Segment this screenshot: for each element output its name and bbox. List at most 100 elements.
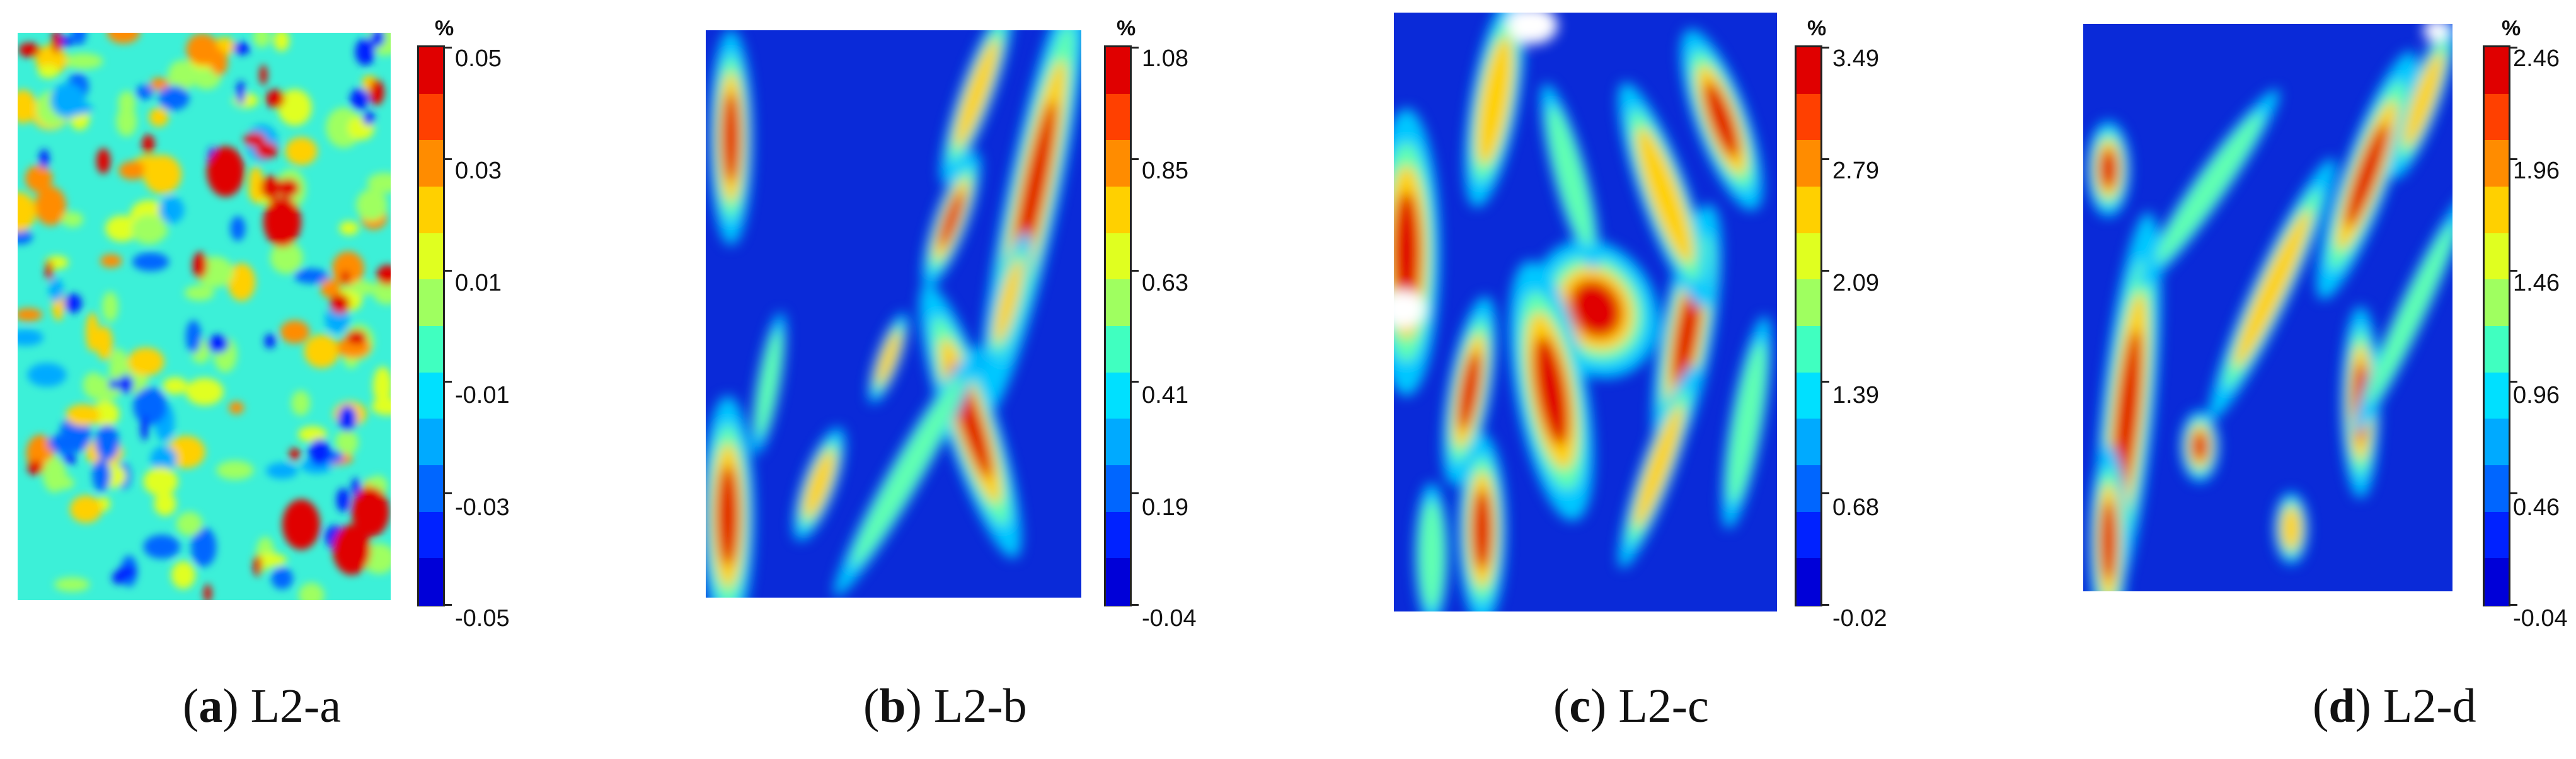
strain-spot: [18, 329, 43, 346]
strain-spot: [38, 64, 59, 79]
strain-spot: [184, 285, 215, 301]
strain-spot: [45, 260, 54, 281]
colorbar-band: [2485, 465, 2509, 513]
colorbar-b: [1104, 45, 1139, 606]
strain-band: [1476, 36, 1513, 166]
strain-band: [2156, 112, 2263, 264]
colorbar-tick: [1130, 381, 1139, 383]
strain-band: [2367, 223, 2452, 405]
strain-spot: [51, 33, 62, 54]
strain-spot: [350, 88, 369, 110]
panel-c: % 3.49 2.79 2.09 1.39 0.68 -0.02 (c) L2-…: [1386, 0, 2016, 759]
strain-band: [1418, 500, 1445, 610]
strain-spot: [108, 379, 118, 390]
tick-d-2: 1.46: [2513, 270, 2560, 296]
strain-spot: [277, 178, 300, 197]
colorbar-band: [419, 465, 443, 513]
strain-spot: [278, 89, 312, 126]
strain-spot: [351, 478, 360, 497]
strain-spot: [61, 211, 84, 228]
colorbar-tick: [2509, 269, 2517, 272]
tick-d-5: -0.04: [2513, 605, 2568, 632]
colorbar-a: [417, 45, 452, 606]
colorbar-tick: [443, 604, 452, 606]
strain-spot: [64, 293, 82, 313]
strain-band: [2403, 52, 2444, 148]
strain-spot: [333, 524, 371, 575]
strain-spot: [127, 347, 164, 376]
strain-spot: [159, 196, 185, 224]
strain-spot: [346, 330, 367, 345]
strain-spot: [63, 454, 76, 465]
tick-c-0: 3.49: [1832, 45, 1879, 72]
colorbar-band: [1106, 511, 1130, 560]
strain-band: [716, 465, 739, 566]
strain-spot: [336, 488, 350, 513]
strain-spot: [362, 111, 375, 125]
colorbar-band: [2485, 93, 2509, 142]
strain-spot: [149, 78, 170, 91]
colorbar-band: [2485, 187, 2509, 235]
tick-a-4: -0.03: [455, 494, 510, 521]
strain-spot: [131, 214, 167, 245]
strain-map-c: [1394, 13, 1777, 611]
strain-spot: [259, 64, 268, 86]
strain-spot: [71, 33, 87, 45]
strain-band: [2100, 501, 2117, 581]
strain-map-a: [18, 33, 391, 600]
colorbar-band: [2485, 511, 2509, 560]
strain-spot: [116, 106, 137, 137]
strain-spot: [341, 270, 350, 283]
strain-spot: [372, 279, 391, 304]
tick-c-5: -0.02: [1832, 605, 1887, 632]
colorbar-band: [1106, 326, 1130, 374]
colorbar-band: [419, 326, 443, 374]
strain-band: [1394, 192, 1421, 313]
strain-spot: [304, 334, 340, 368]
strain-spot: [330, 294, 350, 315]
strain-spot: [227, 263, 256, 301]
colorbar-band: [1106, 279, 1130, 327]
strain-spot: [143, 535, 180, 559]
colorbar-band: [1797, 419, 1820, 466]
strain-band: [876, 330, 901, 386]
unit-label-d: %: [2502, 16, 2521, 40]
strain-spot: [171, 561, 196, 589]
colorbar-tick: [443, 158, 452, 160]
strain-spot: [229, 401, 244, 414]
colorbar-band: [1797, 326, 1820, 374]
strain-field-svg: [2083, 24, 2452, 591]
strain-spot: [18, 192, 37, 232]
colorbar-tick: [1130, 492, 1139, 495]
strain-band: [722, 92, 740, 183]
tick-a-5: -0.05: [455, 605, 510, 632]
caption-letter-b: b: [879, 680, 906, 733]
strain-spot: [192, 252, 207, 279]
tick-b-4: 0.19: [1142, 494, 1188, 521]
strain-spot: [143, 467, 178, 496]
strain-field-svg: [1394, 13, 1777, 611]
tick-b-2: 0.63: [1142, 270, 1188, 296]
strain-band: [2345, 123, 2388, 228]
colorbar-band: [1106, 140, 1130, 188]
tick-d-0: 2.46: [2513, 45, 2560, 72]
strain-spot: [118, 161, 147, 180]
strain-spot: [150, 446, 177, 472]
colorbar-tick: [443, 269, 452, 272]
strain-field-svg: [18, 33, 391, 600]
strain-spot: [186, 33, 219, 66]
colorbar-band: [2485, 372, 2509, 420]
strain-spot: [204, 584, 212, 600]
strain-band: [994, 259, 1023, 344]
colorbar-band: [419, 419, 443, 466]
strain-spot: [233, 42, 250, 55]
strain-spot: [335, 429, 359, 455]
caption-letter-d: d: [2328, 680, 2355, 733]
colorbar-band: [1106, 465, 1130, 513]
strain-spot: [248, 166, 264, 204]
strain-spot: [273, 33, 290, 52]
tick-d-4: 0.46: [2513, 494, 2560, 521]
strain-spot: [298, 582, 325, 600]
strain-spot: [253, 555, 262, 577]
colorbar-band: [1106, 233, 1130, 281]
